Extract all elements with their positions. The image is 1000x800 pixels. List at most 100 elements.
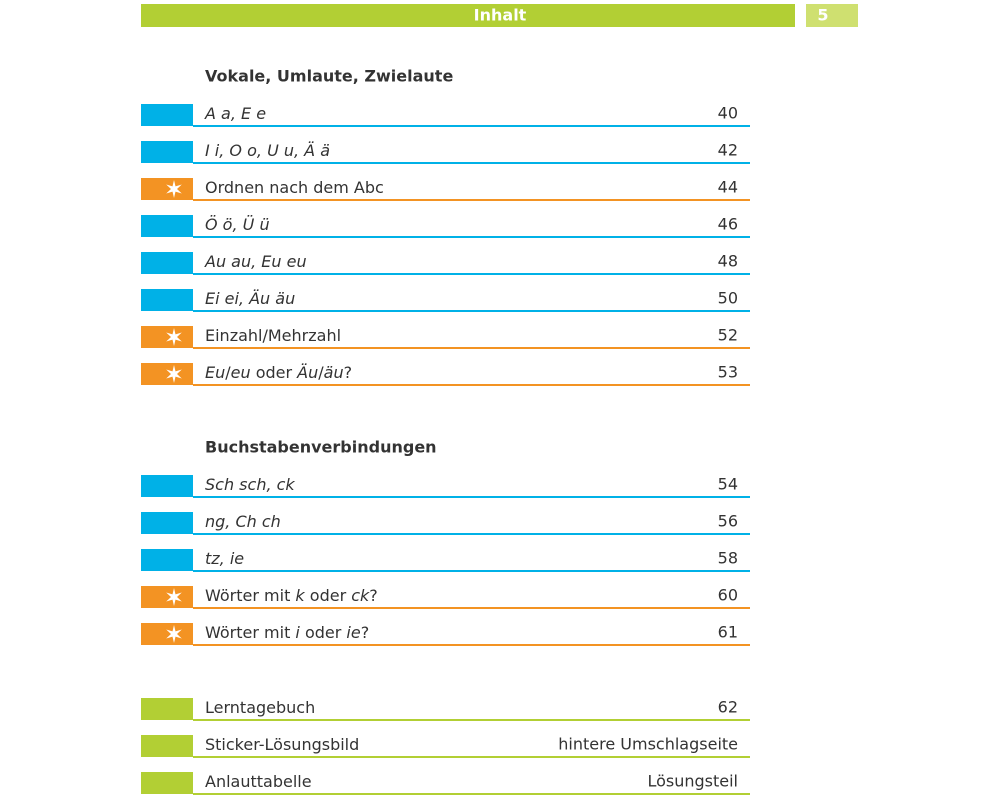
section-title: Vokale, Umlaute, Zwielaute — [205, 67, 453, 86]
entry-rule — [193, 125, 750, 127]
entry-marker — [141, 289, 193, 311]
entry-page: 46 — [718, 215, 738, 234]
entry-page: 56 — [718, 512, 738, 531]
entry-marker — [141, 772, 193, 794]
entry-marker — [141, 215, 193, 237]
entry-title: tz, ie — [205, 549, 244, 568]
entry-title: I i, O o, U u, Ä ä — [205, 141, 330, 160]
entry-rule — [193, 310, 750, 312]
title-segment: Ö ö, Ü ü — [205, 215, 270, 234]
title-segment: Einzahl/Mehrzahl — [205, 326, 341, 345]
entry-page: 40 — [718, 104, 738, 123]
title-segment: A a, E e — [204, 104, 266, 123]
title-segment: ck — [351, 586, 370, 605]
entry-marker — [141, 326, 193, 348]
entry-title: Sticker-Lösungsbild — [205, 735, 359, 754]
entry-rule — [193, 162, 750, 164]
entry-rule — [193, 570, 750, 572]
entry-title: Ei ei, Äu äu — [205, 289, 295, 308]
entry-marker — [141, 698, 193, 720]
title-segment: ? — [344, 363, 353, 382]
entry-rule — [193, 199, 750, 201]
title-segment: Ei ei, Äu äu — [205, 289, 295, 308]
entry-page: 60 — [718, 586, 738, 605]
star-icon — [166, 328, 182, 346]
entry-title: Lerntagebuch — [205, 698, 315, 717]
title-segment: Sch sch, ck — [205, 475, 295, 494]
entry-rule — [193, 756, 750, 758]
entry-rule — [193, 347, 750, 349]
entry-title: Ordnen nach dem Abc — [205, 178, 384, 197]
entry-title: Wörter mit i oder ie? — [205, 623, 369, 642]
entry-page: 61 — [718, 623, 738, 642]
title-segment: Wörter mit — [205, 623, 295, 642]
title-segment: oder — [305, 586, 352, 605]
entry-marker — [141, 252, 193, 274]
title-segment: k — [295, 586, 305, 605]
entry-marker — [141, 735, 193, 757]
title-segment: / — [318, 363, 324, 382]
entry-title: Wörter mit k oder ck? — [205, 586, 378, 605]
entry-title: Ö ö, Ü ü — [205, 215, 270, 234]
title-segment: i — [295, 623, 300, 642]
entry-title: Anlauttabelle — [205, 772, 312, 791]
entry-marker — [141, 512, 193, 534]
star-icon — [166, 365, 182, 383]
entry-rule — [193, 496, 750, 498]
title-segment: Lerntagebuch — [205, 698, 315, 717]
title-segment: / — [225, 363, 231, 382]
entry-marker — [141, 104, 193, 126]
entry-rule — [193, 793, 750, 795]
entry-rule — [193, 533, 750, 535]
page-box — [806, 4, 858, 27]
title-segment: oder — [251, 363, 298, 382]
entry-page: 52 — [718, 326, 738, 345]
entry-marker — [141, 623, 193, 645]
title-segment: ng, Ch ch — [205, 512, 281, 531]
title-segment: Sticker-Lösungsbild — [205, 735, 359, 754]
entry-rule — [193, 236, 750, 238]
entry-title: ng, Ch ch — [205, 512, 281, 531]
entry-title: Eu/eu oder Äu/äu? — [205, 363, 352, 382]
entry-marker — [141, 475, 193, 497]
title-segment: Au au, Eu eu — [204, 252, 307, 271]
star-icon — [166, 588, 182, 606]
entry-page: 53 — [718, 363, 738, 382]
title-segment: Wörter mit — [205, 586, 295, 605]
entry-page: 54 — [718, 475, 738, 494]
title-segment: eu — [231, 363, 251, 382]
entry-title: A a, E e — [204, 104, 266, 123]
entry-rule — [193, 607, 750, 609]
star-icon — [166, 625, 182, 643]
entry-page: 58 — [718, 549, 738, 568]
entry-page: 42 — [718, 141, 738, 160]
page-number: 5 — [817, 6, 828, 25]
entry-rule — [193, 384, 750, 386]
entry-page: 44 — [718, 178, 738, 197]
entry-page: 50 — [718, 289, 738, 308]
title-segment: Ordnen nach dem Abc — [205, 178, 384, 197]
entry-rule — [193, 719, 750, 721]
title-segment: ? — [361, 623, 370, 642]
entry-marker — [141, 178, 193, 200]
title-segment: oder — [300, 623, 347, 642]
entry-marker — [141, 586, 193, 608]
section-title: Buchstabenverbindungen — [205, 438, 437, 457]
title-segment: I i, O o, U u, Ä ä — [205, 141, 330, 160]
entry-title: Au au, Eu eu — [204, 252, 307, 271]
entry-marker — [141, 141, 193, 163]
title-segment: tz, ie — [205, 549, 244, 568]
entry-rule — [193, 273, 750, 275]
title-segment: Eu — [205, 363, 225, 382]
entry-marker — [141, 549, 193, 571]
star-icon — [166, 180, 182, 198]
title-segment: Anlauttabelle — [205, 772, 312, 791]
entry-title: Einzahl/Mehrzahl — [205, 326, 341, 345]
title-segment: ? — [369, 586, 378, 605]
entry-page: hintere Umschlagseite — [558, 735, 738, 754]
entry-page: Lösungsteil — [647, 772, 738, 791]
header-title: Inhalt — [474, 6, 527, 25]
entry-title: Sch sch, ck — [205, 475, 295, 494]
